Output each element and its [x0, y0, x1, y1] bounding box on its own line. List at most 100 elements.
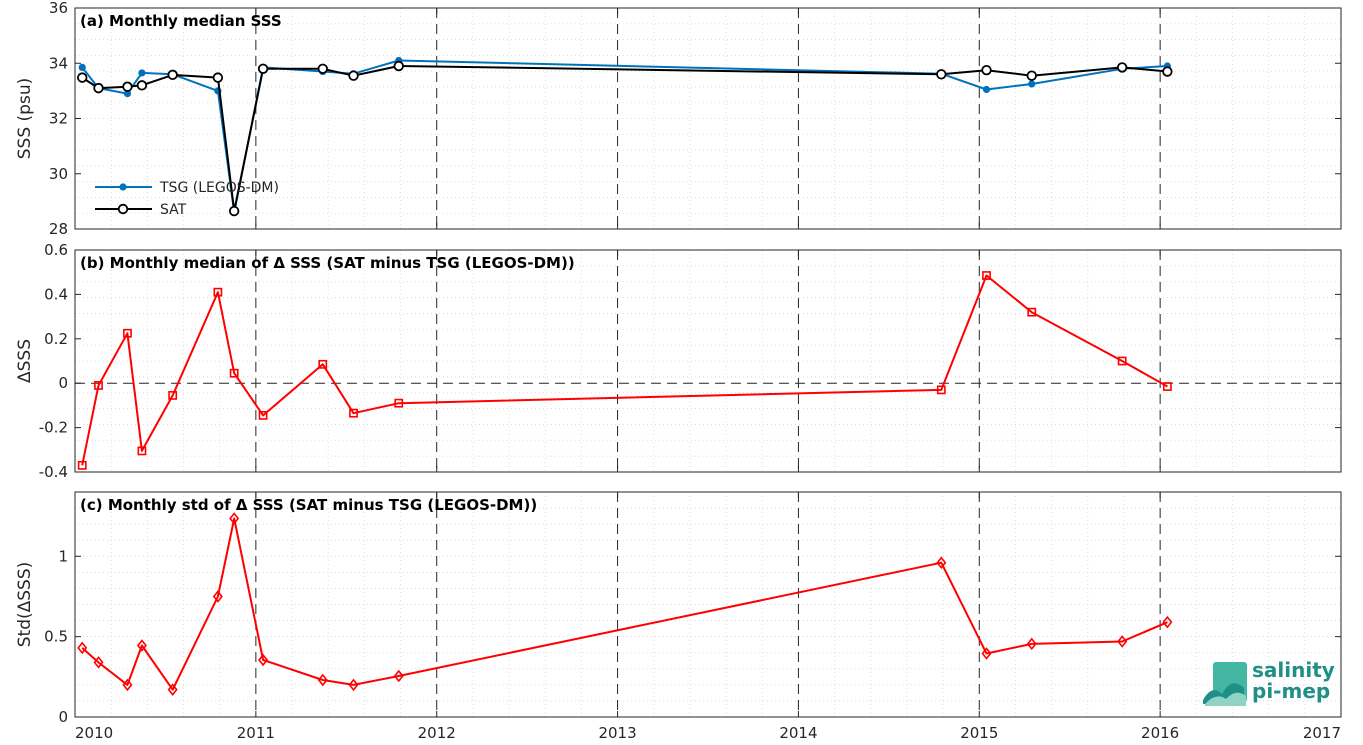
- panel-c: 0 0.5 1 2010 2011 2012 2013 2014 2015 2016 2017 Std…: [15, 491, 1342, 742]
- data-point: [1117, 356, 1127, 366]
- data-point: [77, 72, 88, 83]
- y-tick-label: 0.2: [44, 330, 68, 348]
- data-point: [212, 590, 223, 603]
- series-line: [81, 274, 1168, 466]
- axes-box: [74, 491, 1342, 718]
- data-point: [258, 653, 269, 667]
- legend-marker: [119, 183, 127, 191]
- y-tick-label: 0.5: [44, 628, 68, 646]
- data-point: [123, 328, 132, 338]
- x-tick-label: 2015: [960, 724, 998, 742]
- panels: 28 30 32 34 36 SSS (psu) (a) Monthly median SS…: [15, 0, 1342, 742]
- legend: TSG (LEGOS-DM) SAT: [95, 180, 279, 218]
- y-tick-label: -0.4: [39, 463, 68, 481]
- x-tick-label: 2011: [237, 724, 275, 742]
- data-point: [78, 63, 86, 71]
- series-line: [81, 517, 1168, 691]
- data-point: [1162, 66, 1173, 77]
- data-point: [394, 398, 404, 408]
- data-point: [229, 368, 239, 378]
- y-tick-label: 1: [58, 547, 68, 565]
- y-axis-label: Std(ΔSSS): [15, 562, 35, 648]
- data-point: [1027, 307, 1037, 317]
- data-point: [349, 408, 358, 418]
- logo-line2: pi-mep: [1252, 679, 1330, 703]
- data-point: [258, 410, 268, 420]
- data-point: [348, 70, 359, 81]
- data-point: [213, 287, 223, 297]
- data-point: [317, 63, 328, 74]
- x-tick-label: 2017: [1303, 724, 1341, 742]
- data-point: [1162, 615, 1173, 629]
- data-point: [981, 64, 992, 76]
- panel-title: (b) Monthly median of Δ SSS (SAT minus T…: [80, 254, 575, 272]
- data-point: [168, 391, 178, 400]
- data-point: [982, 85, 991, 94]
- series-0: [77, 271, 1172, 470]
- data-point: [936, 556, 947, 569]
- data-point: [93, 656, 104, 669]
- data-point: [94, 381, 103, 390]
- data-point: [77, 460, 87, 470]
- data-point: [1117, 635, 1128, 648]
- series-line: [81, 65, 1168, 212]
- data-point: [318, 359, 328, 369]
- legend-label: SAT: [160, 202, 187, 218]
- data-point: [77, 641, 88, 655]
- series-0: [77, 512, 1173, 696]
- y-tick-label: 28: [49, 220, 68, 238]
- y-tick-label: -0.2: [39, 419, 68, 437]
- data-point: [137, 446, 147, 456]
- data-point: [1026, 70, 1037, 81]
- axes-box: [74, 249, 1342, 473]
- y-tick-label: 0: [58, 374, 68, 392]
- x-tick-label: 2012: [418, 724, 456, 742]
- data-point: [229, 512, 240, 525]
- data-point: [936, 69, 947, 80]
- data-point: [136, 639, 147, 652]
- y-axis-label: SSS (psu): [15, 78, 35, 159]
- y-tick-label: 34: [49, 54, 68, 72]
- x-tick-label: 2014: [779, 724, 817, 742]
- data-point: [393, 669, 404, 683]
- data-point: [1028, 80, 1036, 88]
- panel-b: -0.4 -0.2 0 0.2 0.4 0.6 ΔSSS (b) Monthly median…: [15, 241, 1342, 481]
- x-tick-label: 2013: [598, 724, 636, 742]
- legend-marker: [117, 203, 129, 215]
- data-point: [167, 69, 178, 81]
- data-point: [936, 385, 946, 395]
- data-point: [212, 72, 224, 83]
- data-point: [348, 678, 359, 692]
- data-point: [257, 63, 269, 74]
- data-point: [138, 69, 146, 77]
- data-point: [981, 647, 992, 660]
- legend-label: TSG (LEGOS-DM): [159, 180, 279, 196]
- x-tick-label: 2016: [1141, 724, 1179, 742]
- data-point: [167, 683, 178, 696]
- y-tick-label: 0.4: [44, 285, 68, 303]
- data-point: [122, 81, 133, 92]
- y-tick-label: 32: [49, 110, 68, 128]
- x-tick-label: 2010: [75, 724, 113, 742]
- data-point: [228, 205, 240, 217]
- data-point: [1026, 637, 1037, 651]
- y-tick-label: 36: [49, 0, 68, 17]
- data-point: [122, 678, 133, 692]
- y-axis-label: ΔSSS: [15, 339, 35, 383]
- panel-title: (c) Monthly std of Δ SSS (SAT minus TSG …: [80, 496, 537, 514]
- data-point: [393, 60, 404, 72]
- panel-a: 28 30 32 34 36 SSS (psu) (a) Monthly median SS…: [15, 0, 1342, 238]
- y-tick-label: 0.6: [44, 241, 68, 259]
- panel-title: (a) Monthly median SSS: [80, 12, 282, 30]
- data-point: [93, 82, 104, 94]
- y-tick-label: 0: [58, 708, 68, 726]
- series-1: [77, 60, 1173, 217]
- data-point: [982, 271, 991, 280]
- salinity-pimep-logo: salinity pi-mep: [1203, 658, 1335, 706]
- data-point: [123, 90, 132, 98]
- logo-line1: salinity: [1252, 658, 1335, 682]
- data-point: [136, 80, 148, 91]
- logo-mark-icon: [1203, 662, 1247, 706]
- data-point: [1162, 382, 1172, 391]
